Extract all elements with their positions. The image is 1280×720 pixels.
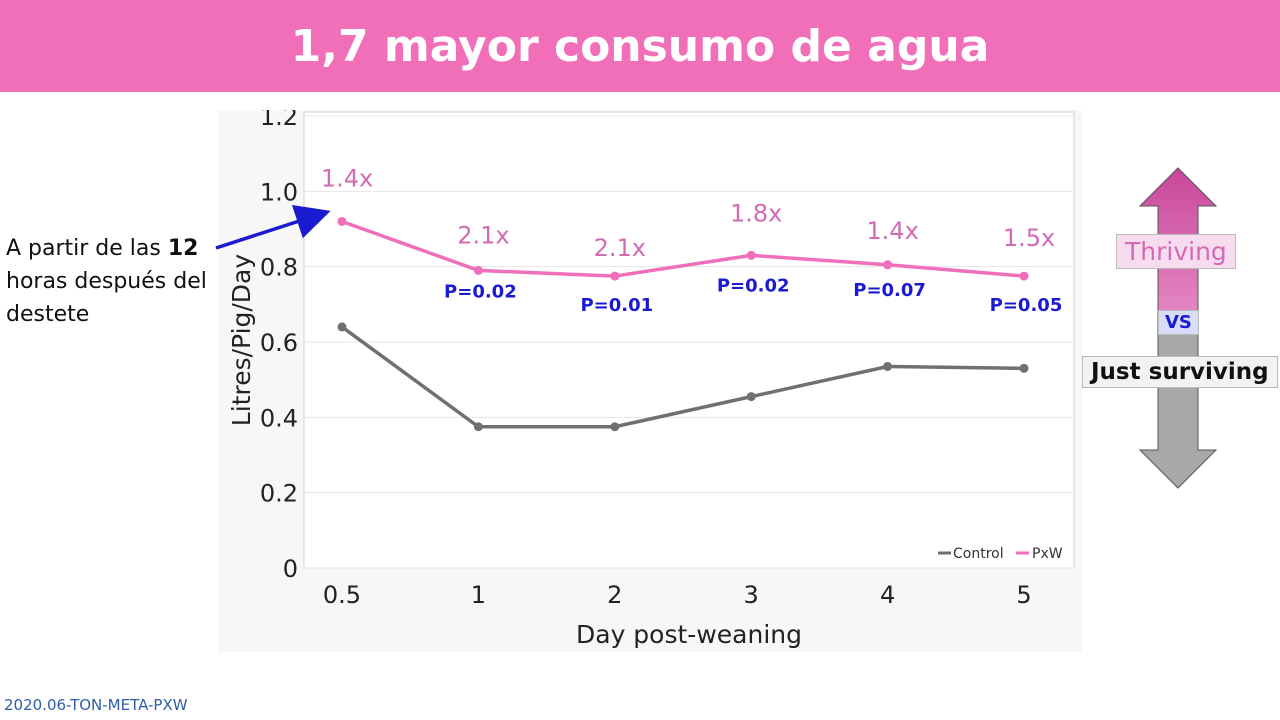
- down-arrow-icon: [1138, 317, 1218, 489]
- slide-title: 1,7 mayor consumo de agua: [290, 20, 990, 72]
- p-value-label: P=0.01: [580, 295, 653, 316]
- just-surviving-label: Just surviving: [1082, 356, 1278, 388]
- side-note-text-after: horas después del destete: [6, 269, 207, 327]
- y-tick-label: 1.2: [260, 110, 298, 131]
- line-chart: 0 0.2 0.4 0.6 0.8 1.0 1.2 0.5 1 2 3 4 5 Day post-wean…: [227, 110, 1075, 649]
- x-tick-label: 2: [607, 581, 622, 609]
- data-point-control: [883, 361, 893, 371]
- p-value-label: P=0.07: [853, 280, 926, 301]
- data-point-control: [610, 422, 620, 432]
- y-tick-label: 0: [283, 555, 298, 583]
- data-point-pxw: [473, 265, 483, 275]
- footer-code: 2020.06-TON-META-PXW: [4, 696, 188, 714]
- plot-area: [303, 111, 1075, 569]
- series-line-pxw: [341, 219, 1025, 278]
- ratio-label: 1.4x: [866, 217, 918, 245]
- data-point-control: [337, 322, 347, 332]
- data-point-pxw: [883, 260, 893, 270]
- p-value-label: P=0.02: [444, 281, 517, 302]
- legend-label-control: Control: [953, 546, 1004, 562]
- data-point-pxw: [337, 216, 347, 226]
- y-tick-label: 0.4: [260, 404, 298, 432]
- thriving-label: Thriving: [1116, 234, 1236, 269]
- y-axis-label: Litres/Pig/Day: [227, 254, 256, 427]
- y-tick-label: 0.8: [260, 254, 298, 282]
- ratio-label: 1.4x: [321, 164, 373, 192]
- x-tick-label: 5: [1016, 581, 1031, 609]
- data-point-control: [746, 392, 756, 402]
- y-tick-label: 0.6: [260, 329, 298, 357]
- side-note-text-before: A partir de las: [6, 236, 168, 261]
- y-tick-label: 0.2: [260, 480, 298, 508]
- data-point-control: [473, 422, 483, 432]
- x-tick-label: 4: [880, 581, 895, 609]
- data-point-control: [1019, 363, 1029, 373]
- ratio-label: 2.1x: [594, 234, 646, 262]
- title-bar: 1,7 mayor consumo de agua: [0, 0, 1280, 92]
- side-note-bold: 12: [167, 236, 199, 261]
- data-point-pxw: [610, 271, 620, 281]
- p-value-label: P=0.05: [990, 295, 1063, 316]
- series-line-control: [340, 325, 1025, 429]
- x-axis-label: Day post-weaning: [576, 620, 802, 649]
- ratio-label: 1.8x: [730, 199, 782, 227]
- data-point-pxw: [746, 250, 756, 260]
- legend-label-pxw: PxW: [1032, 546, 1063, 562]
- x-tick-label: 3: [744, 581, 759, 609]
- ratio-label: 2.1x: [457, 221, 509, 249]
- vs-label: VS: [1158, 310, 1199, 335]
- x-tick-label: 1: [471, 581, 486, 609]
- ratio-label: 1.5x: [1003, 224, 1055, 252]
- x-tick-label: 0.5: [323, 581, 361, 609]
- chart-panel: 0 0.2 0.4 0.6 0.8 1.0 1.2 0.5 1 2 3 4 5 Day post-wean…: [218, 110, 1082, 652]
- y-tick-label: 1.0: [260, 178, 298, 206]
- p-value-label: P=0.02: [717, 275, 790, 296]
- side-note: A partir de las 12 horas después del des…: [6, 232, 226, 331]
- data-point-pxw: [1019, 271, 1029, 281]
